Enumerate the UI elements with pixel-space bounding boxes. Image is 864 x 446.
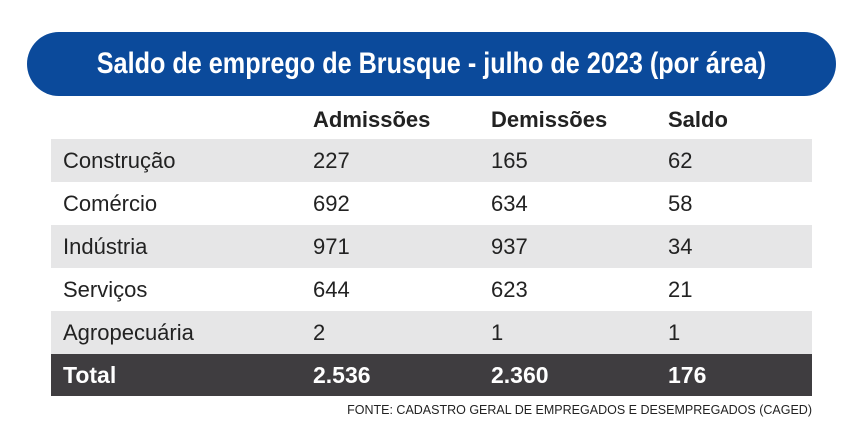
row-label: Agropecuária bbox=[63, 319, 194, 345]
cell-saldo: 1 bbox=[668, 319, 681, 345]
cell-admissoes: 644 bbox=[313, 276, 350, 302]
cell-admissoes: 2 bbox=[313, 319, 326, 345]
cell-saldo: 58 bbox=[668, 190, 693, 216]
row-label: Serviços bbox=[63, 276, 148, 302]
total-admissoes: 2.536 bbox=[313, 361, 371, 388]
source-note: FONTE: CADASTRO GERAL DE EMPREGADOS E DE… bbox=[347, 403, 812, 417]
cell-admissoes: 971 bbox=[313, 233, 350, 259]
cell-demissoes: 165 bbox=[491, 147, 528, 173]
row-label: Indústria bbox=[63, 233, 148, 259]
total-demissoes: 2.360 bbox=[491, 361, 549, 388]
table-row: Comércio 692 634 58 bbox=[51, 182, 812, 225]
row-label: Comércio bbox=[63, 190, 158, 216]
total-row: Total 2.536 2.360 176 bbox=[51, 354, 812, 396]
cell-demissoes: 634 bbox=[491, 190, 528, 216]
cell-saldo: 34 bbox=[668, 233, 693, 259]
header-saldo: Saldo bbox=[668, 106, 728, 132]
cell-demissoes: 937 bbox=[491, 233, 528, 259]
cell-demissoes: 623 bbox=[491, 276, 528, 302]
table-row: Agropecuária 2 1 1 bbox=[51, 311, 812, 354]
cell-saldo: 62 bbox=[668, 147, 693, 173]
total-label: Total bbox=[63, 361, 117, 388]
table-row: Indústria 971 937 34 bbox=[51, 225, 812, 268]
table-row: Construção 227 165 62 bbox=[51, 139, 812, 182]
table-row: Serviços 644 623 21 bbox=[51, 268, 812, 311]
header-demissoes: Demissões bbox=[491, 106, 608, 132]
title-banner: Saldo de emprego de Brusque - julho de 2… bbox=[27, 32, 836, 96]
row-label: Construção bbox=[63, 147, 176, 173]
table-title: Saldo de emprego de Brusque - julho de 2… bbox=[96, 47, 767, 80]
header-row: Admissões Demissões Saldo bbox=[51, 100, 812, 139]
cell-admissoes: 692 bbox=[313, 190, 350, 216]
total-saldo: 176 bbox=[668, 361, 707, 388]
cell-admissoes: 227 bbox=[313, 147, 350, 173]
employment-table: Admissões Demissões Saldo Construção 227… bbox=[51, 100, 812, 396]
cell-saldo: 21 bbox=[668, 276, 693, 302]
cell-demissoes: 1 bbox=[491, 319, 504, 345]
header-admissoes: Admissões bbox=[313, 106, 431, 132]
